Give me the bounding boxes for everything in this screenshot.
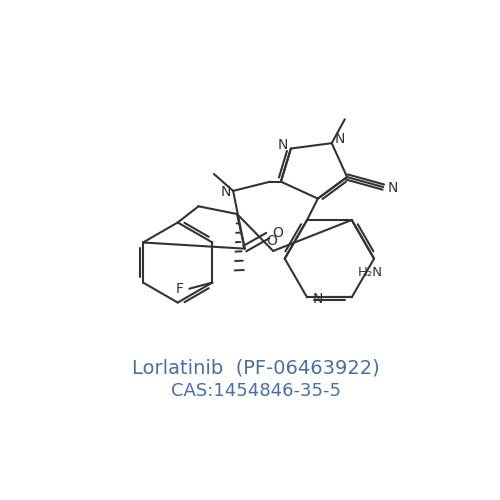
Text: N: N	[220, 186, 230, 200]
Text: Lorlatinib  (PF-06463922): Lorlatinib (PF-06463922)	[132, 358, 380, 378]
Text: N: N	[334, 132, 344, 146]
Text: N: N	[388, 181, 398, 195]
Text: O: O	[266, 234, 277, 248]
Text: H₂N: H₂N	[358, 266, 382, 279]
Text: N: N	[312, 292, 323, 306]
Text: N: N	[278, 138, 288, 151]
Text: O: O	[272, 226, 283, 240]
Text: F: F	[176, 282, 184, 296]
Text: CAS:1454846-35-5: CAS:1454846-35-5	[171, 382, 341, 400]
